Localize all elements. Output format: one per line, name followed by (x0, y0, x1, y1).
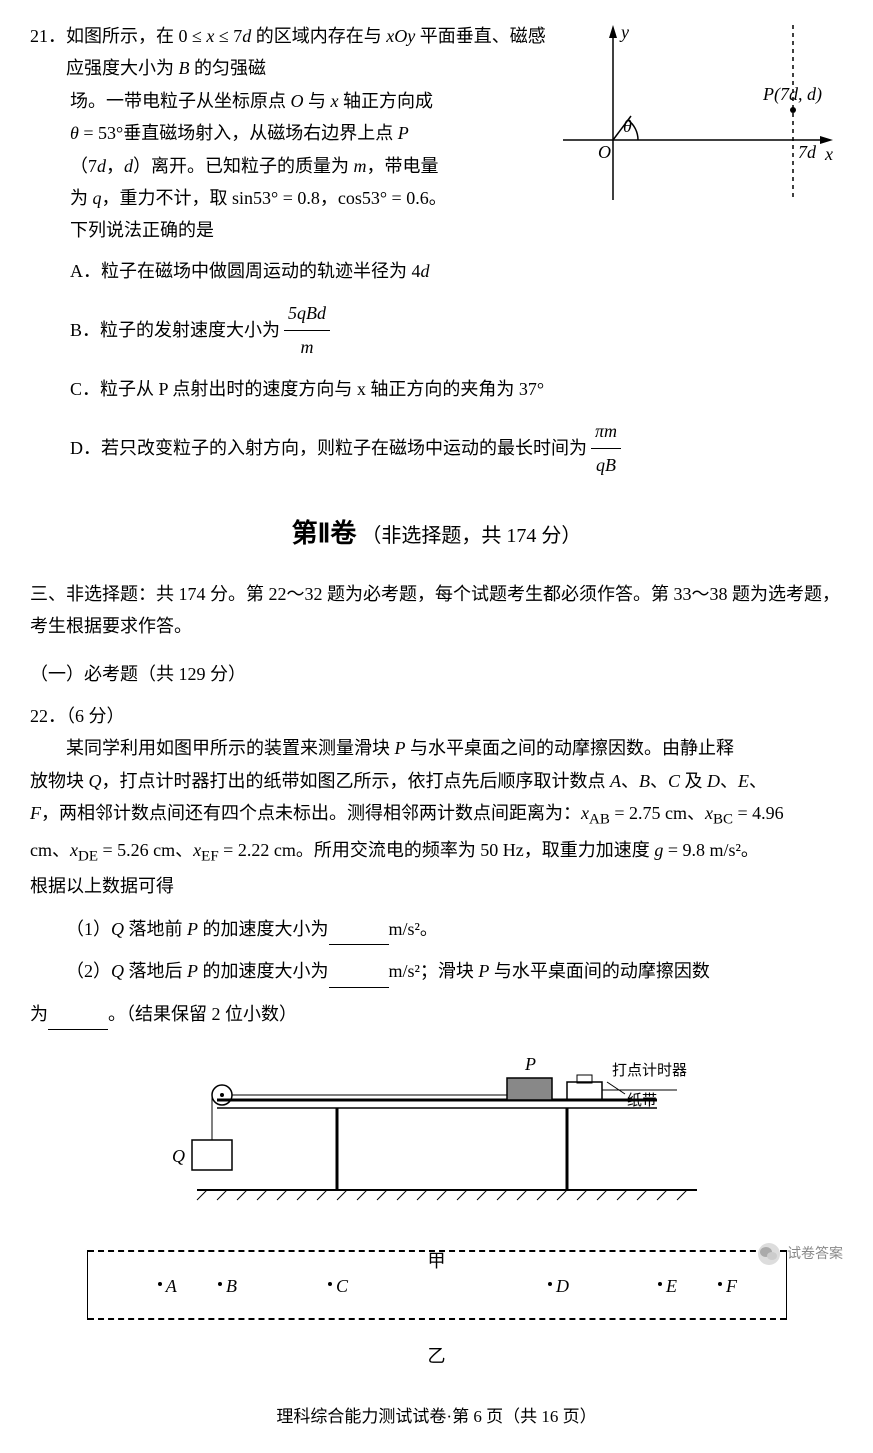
blank-3[interactable] (48, 1008, 108, 1030)
page-footer: 理科综合能力测试试卷·第 6 页（共 16 页） (30, 1402, 843, 1433)
theta-label: θ (623, 116, 632, 136)
q22-sub1: （1）Q 落地前 P 的加速度大小为m/s²。 (66, 913, 843, 945)
q22-sub2: （2）Q 落地后 P 的加速度大小为m/s²；滑块 P 与水平桌面间的动摩擦因数 (66, 955, 843, 987)
q22-para2: 放物块 Q，打点计时器打出的纸带如图乙所示，依打点先后顺序取计数点 A、B、C … (30, 765, 843, 797)
tick-7d-label: 7d (798, 142, 817, 162)
q21-body: 场。一带电粒子从坐标原点 O 与 x 轴正方向成 θ = 53°垂直磁场射入，从… (70, 85, 563, 247)
tape-point-e: E (658, 1270, 678, 1302)
x-axis-label: x (824, 144, 833, 164)
option-b: B．粒子的发射速度大小为 5qBd m (70, 297, 843, 363)
section-3-intro: 三、非选择题：共 174 分。第 22～32 题为必考题，每个试题考生都必须作答… (30, 578, 843, 643)
option-d: D．若只改变粒子的入射方向，则粒子在磁场中运动的最长时间为 πm qB (70, 415, 843, 481)
y-axis-label: y (619, 22, 629, 42)
q22-sub3: 为。（结果保留 2 位小数） (30, 998, 843, 1030)
tape-caption: 乙 (30, 1340, 843, 1372)
apparatus-diagram: Q P 打点计时器 纸带 甲 (137, 1050, 737, 1230)
tape-point-d: D (548, 1270, 570, 1302)
q22-para4: cm、xDE = 5.26 cm、xEF = 2.22 cm。所用交流电的频率为… (30, 834, 843, 871)
q21-options: A．粒子在磁场中做圆周运动的轨迹半径为 4d B．粒子的发射速度大小为 5qBd… (70, 255, 843, 481)
subsection-required: （一）必考题（共 129 分） (30, 658, 843, 690)
point-p-label: P(7d, d) (762, 84, 822, 105)
tape-point-c: C (328, 1270, 349, 1302)
question-21: 21． 如图所示，在 0 ≤ x ≤ 7d 的区域内存在与 xOy 平面垂直、磁… (30, 20, 843, 481)
wechat-icon (757, 1242, 781, 1266)
wechat-watermark: 试卷答案 (757, 1242, 843, 1267)
q22-para5: 根据以上数据可得 (30, 870, 843, 902)
q21-number: 21． (30, 20, 66, 85)
q22-number: 22．（6 分） (30, 700, 843, 732)
q22-para3: F，两相邻计数点间还有四个点未标出。测得相邻两计数点间距离为：xAB = 2.7… (30, 797, 843, 834)
q22-para1: 某同学利用如图甲所示的装置来测量滑块 P 与水平桌面之间的动摩擦因数。由静止释 (30, 732, 843, 764)
q21-line1: 如图所示，在 0 ≤ x ≤ 7d 的区域内存在与 xOy 平面垂直、磁感应强度… (66, 20, 563, 85)
svg-text:P: P (524, 1054, 536, 1074)
tape-point-f: F (718, 1270, 738, 1302)
blank-2[interactable] (329, 966, 389, 988)
tape-point-b: B (218, 1270, 238, 1302)
tape-point-a: A (158, 1270, 177, 1302)
svg-text:Q: Q (172, 1146, 185, 1166)
blank-1[interactable] (329, 924, 389, 946)
option-c: C．粒子从 P 点射出时的速度方向与 x 轴正方向的夹角为 37° (70, 373, 843, 405)
fraction-b: 5qBd m (284, 297, 330, 363)
origin-label: O (598, 142, 611, 162)
fraction-d: πm qB (591, 415, 621, 481)
q21-text-column: 21． 如图所示，在 0 ≤ x ≤ 7d 的区域内存在与 xOy 平面垂直、磁… (30, 20, 563, 247)
tape-diagram: A B C D E F (87, 1250, 787, 1320)
question-22: 22．（6 分） 某同学利用如图甲所示的装置来测量滑块 P 与水平桌面之间的动摩… (30, 700, 843, 1372)
section-2-title: 第Ⅱ卷 （非选择题，共 174 分） (30, 511, 843, 558)
svg-text:打点计时器: 打点计时器 (612, 1062, 687, 1079)
svg-text:纸带: 纸带 (627, 1092, 657, 1109)
option-a: A．粒子在磁场中做圆周运动的轨迹半径为 4d (70, 255, 843, 287)
q21-coordinate-diagram: y x O θ P(7d, d) 7d (563, 20, 843, 247)
